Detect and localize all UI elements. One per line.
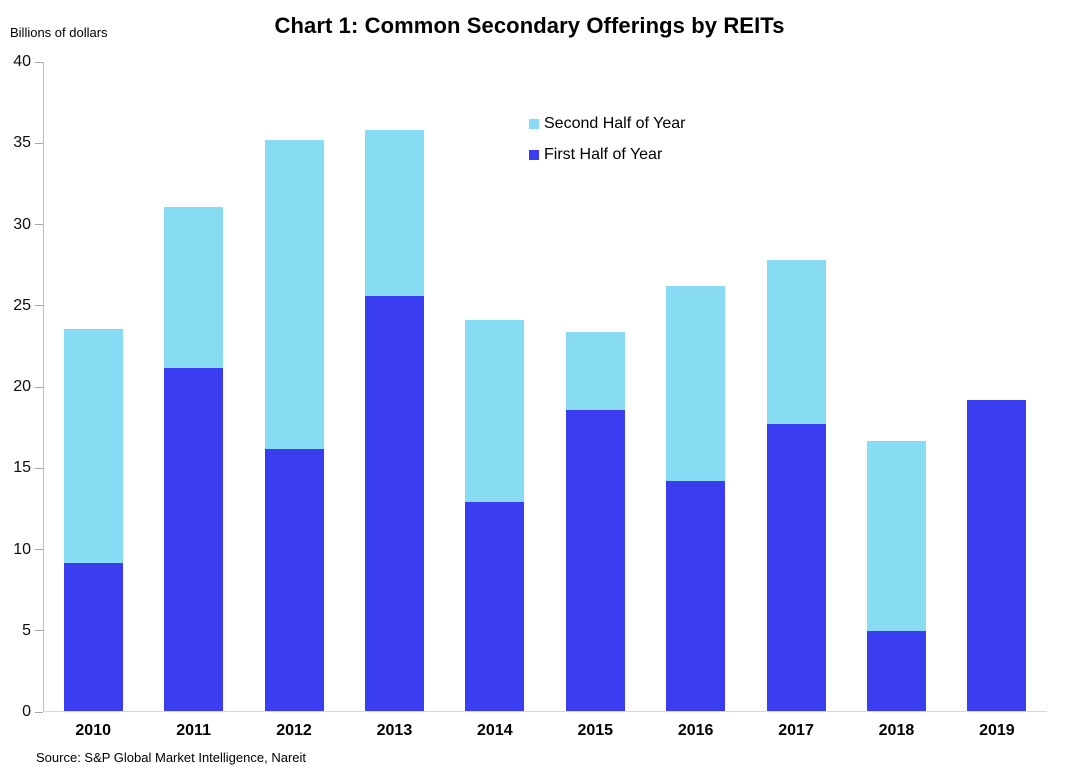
stacked-bar-2016 (666, 286, 726, 712)
segment-first-half-2016 (666, 481, 726, 712)
stacked-bar-2017 (766, 260, 826, 712)
legend-label-second-half: Second Half of Year (544, 115, 686, 132)
y-tick-label-0: 0 (22, 703, 31, 720)
legend-label-first-half: First Half of Year (544, 146, 663, 163)
y-tick-label-40: 40 (13, 53, 31, 70)
segment-first-half-2019 (967, 400, 1027, 712)
y-tick-15 (35, 467, 43, 469)
segment-second-half-2011 (164, 206, 224, 368)
y-tick-0 (35, 711, 43, 713)
segment-first-half-2015 (565, 409, 625, 712)
legend: Second Half of Year First Half of Year (529, 115, 685, 164)
stacked-bar-2018 (866, 440, 926, 712)
y-tick-label-35: 35 (13, 134, 31, 152)
x-axis-label-2010: 2010 (75, 722, 111, 739)
y-tick-label-5: 5 (22, 621, 31, 639)
bar-slot-2010 (43, 62, 143, 712)
y-tick-label-30: 30 (13, 215, 31, 233)
y-tick-10 (35, 549, 43, 550)
stacked-bar-2014 (465, 320, 525, 712)
segment-second-half-2010 (63, 328, 123, 563)
bar-slot-2012 (244, 62, 344, 712)
segment-second-half-2017 (766, 260, 826, 425)
x-axis-label-2016: 2016 (677, 722, 714, 739)
y-tick-label-15: 15 (13, 459, 31, 477)
segment-first-half-2017 (766, 424, 826, 712)
y-tick-label-25: 25 (13, 296, 31, 314)
bar-slot-2013 (344, 62, 444, 712)
x-axis-line (43, 711, 1047, 712)
y-tick-5 (35, 630, 43, 632)
legend-item-second-half: Second Half of Year (529, 115, 685, 133)
source-note: Source: S&P Global Market Intelligence, … (36, 750, 307, 765)
bar-slot-2014 (445, 62, 545, 712)
y-tick-25 (35, 305, 43, 307)
x-axis-label-2017: 2017 (778, 722, 814, 739)
y-axis-unit-label: Billions of dollars (10, 25, 108, 40)
x-axis-label-2015: 2015 (577, 722, 614, 739)
segment-second-half-2018 (866, 440, 926, 631)
bar-slot-2015 (545, 62, 645, 712)
x-axis-label-2013: 2013 (376, 722, 413, 739)
bar-slot-2019 (947, 62, 1047, 712)
x-axis-labels: 2010 2011 2012 2013 2014 2015 2016 2017 2018 2019 (43, 712, 1047, 740)
segment-second-half-2012 (264, 140, 324, 449)
segment-second-half-2015 (565, 331, 625, 410)
stacked-bar-2019 (967, 400, 1027, 712)
legend-swatch-first-half-icon (529, 150, 539, 160)
y-axis-line (43, 62, 44, 712)
y-tick-label-10: 10 (13, 540, 31, 558)
segment-second-half-2014 (465, 320, 525, 503)
y-tick-30 (35, 224, 43, 225)
bar-slot-2018 (846, 62, 946, 712)
y-tick-label-20: 20 (13, 378, 31, 395)
x-axis-label-2018: 2018 (878, 722, 915, 739)
legend-swatch-second-half-icon (529, 119, 539, 129)
segment-first-half-2012 (264, 448, 324, 712)
plot-area: 0 5 10 15 20 25 30 35 40 2010 2011 2012 2013 2014 201… (13, 53, 1047, 739)
bars-layer (43, 62, 1047, 712)
x-axis-label-2014: 2014 (477, 722, 513, 739)
stacked-bar-2010 (63, 328, 123, 712)
segment-second-half-2013 (364, 130, 424, 296)
chart-title: Chart 1: Common Secondary Offerings by R… (274, 13, 785, 38)
bar-slot-2017 (746, 62, 846, 712)
legend-item-first-half: First Half of Year (529, 146, 685, 164)
segment-first-half-2018 (866, 630, 926, 712)
y-tick-20 (35, 386, 43, 388)
segment-first-half-2014 (465, 502, 525, 712)
segment-first-half-2013 (364, 296, 424, 712)
bar-slot-2016 (645, 62, 745, 712)
y-tick-35 (35, 142, 43, 144)
y-tick-40 (35, 61, 43, 63)
bar-slot-2011 (143, 62, 243, 712)
stacked-bar-2012 (264, 140, 324, 712)
x-axis-label-2012: 2012 (276, 722, 312, 739)
segment-first-half-2011 (164, 367, 224, 712)
stacked-bar-2015 (565, 331, 625, 712)
x-axis-label-2019: 2019 (979, 722, 1015, 739)
stacked-bar-2013 (364, 130, 424, 712)
segment-second-half-2016 (666, 286, 726, 482)
stacked-bar-2011 (164, 206, 224, 712)
segment-first-half-2010 (63, 562, 123, 712)
x-axis-label-2011: 2011 (176, 722, 211, 739)
